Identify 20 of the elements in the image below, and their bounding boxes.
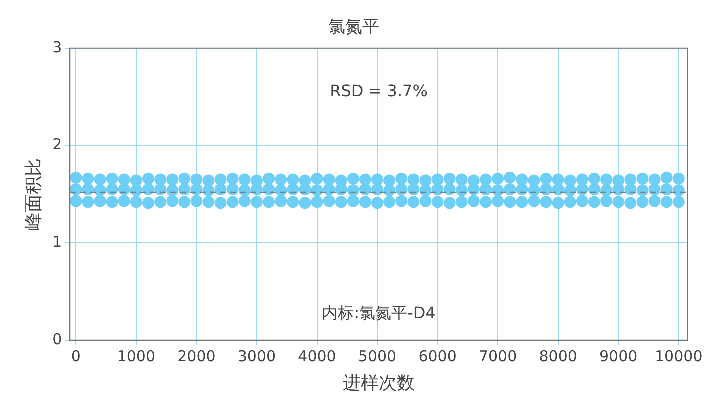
x-tick-label: 7000	[478, 347, 518, 366]
y-tick-label: 2	[52, 136, 62, 154]
x-tick-label: 8000	[539, 347, 578, 366]
y-tick-label: 0	[52, 330, 62, 348]
y-tick-label: 1	[52, 232, 62, 251]
x-axis-title: 进样次数	[343, 372, 416, 394]
chart-title: 氯氮平	[328, 18, 380, 38]
x-tick-label: 9000	[600, 347, 638, 366]
x-tick-label: 4000	[298, 347, 336, 366]
annotation: RSD = 3.7%	[330, 81, 428, 100]
x-tick-label: 10000	[655, 347, 703, 366]
x-tick-label: 5000	[358, 347, 397, 366]
x-tick-label: 0	[71, 347, 81, 366]
x-tick-label: 3000	[238, 347, 276, 366]
x-tick-label: 2000	[178, 347, 216, 366]
annotation: 内标:氯氮平-D4	[322, 303, 436, 322]
y-axis-title: 峰面积比	[23, 158, 44, 230]
y-tick-label: 3	[52, 38, 62, 56]
x-tick-label: 6000	[418, 347, 457, 366]
x-tick-label: 1000	[117, 347, 156, 366]
